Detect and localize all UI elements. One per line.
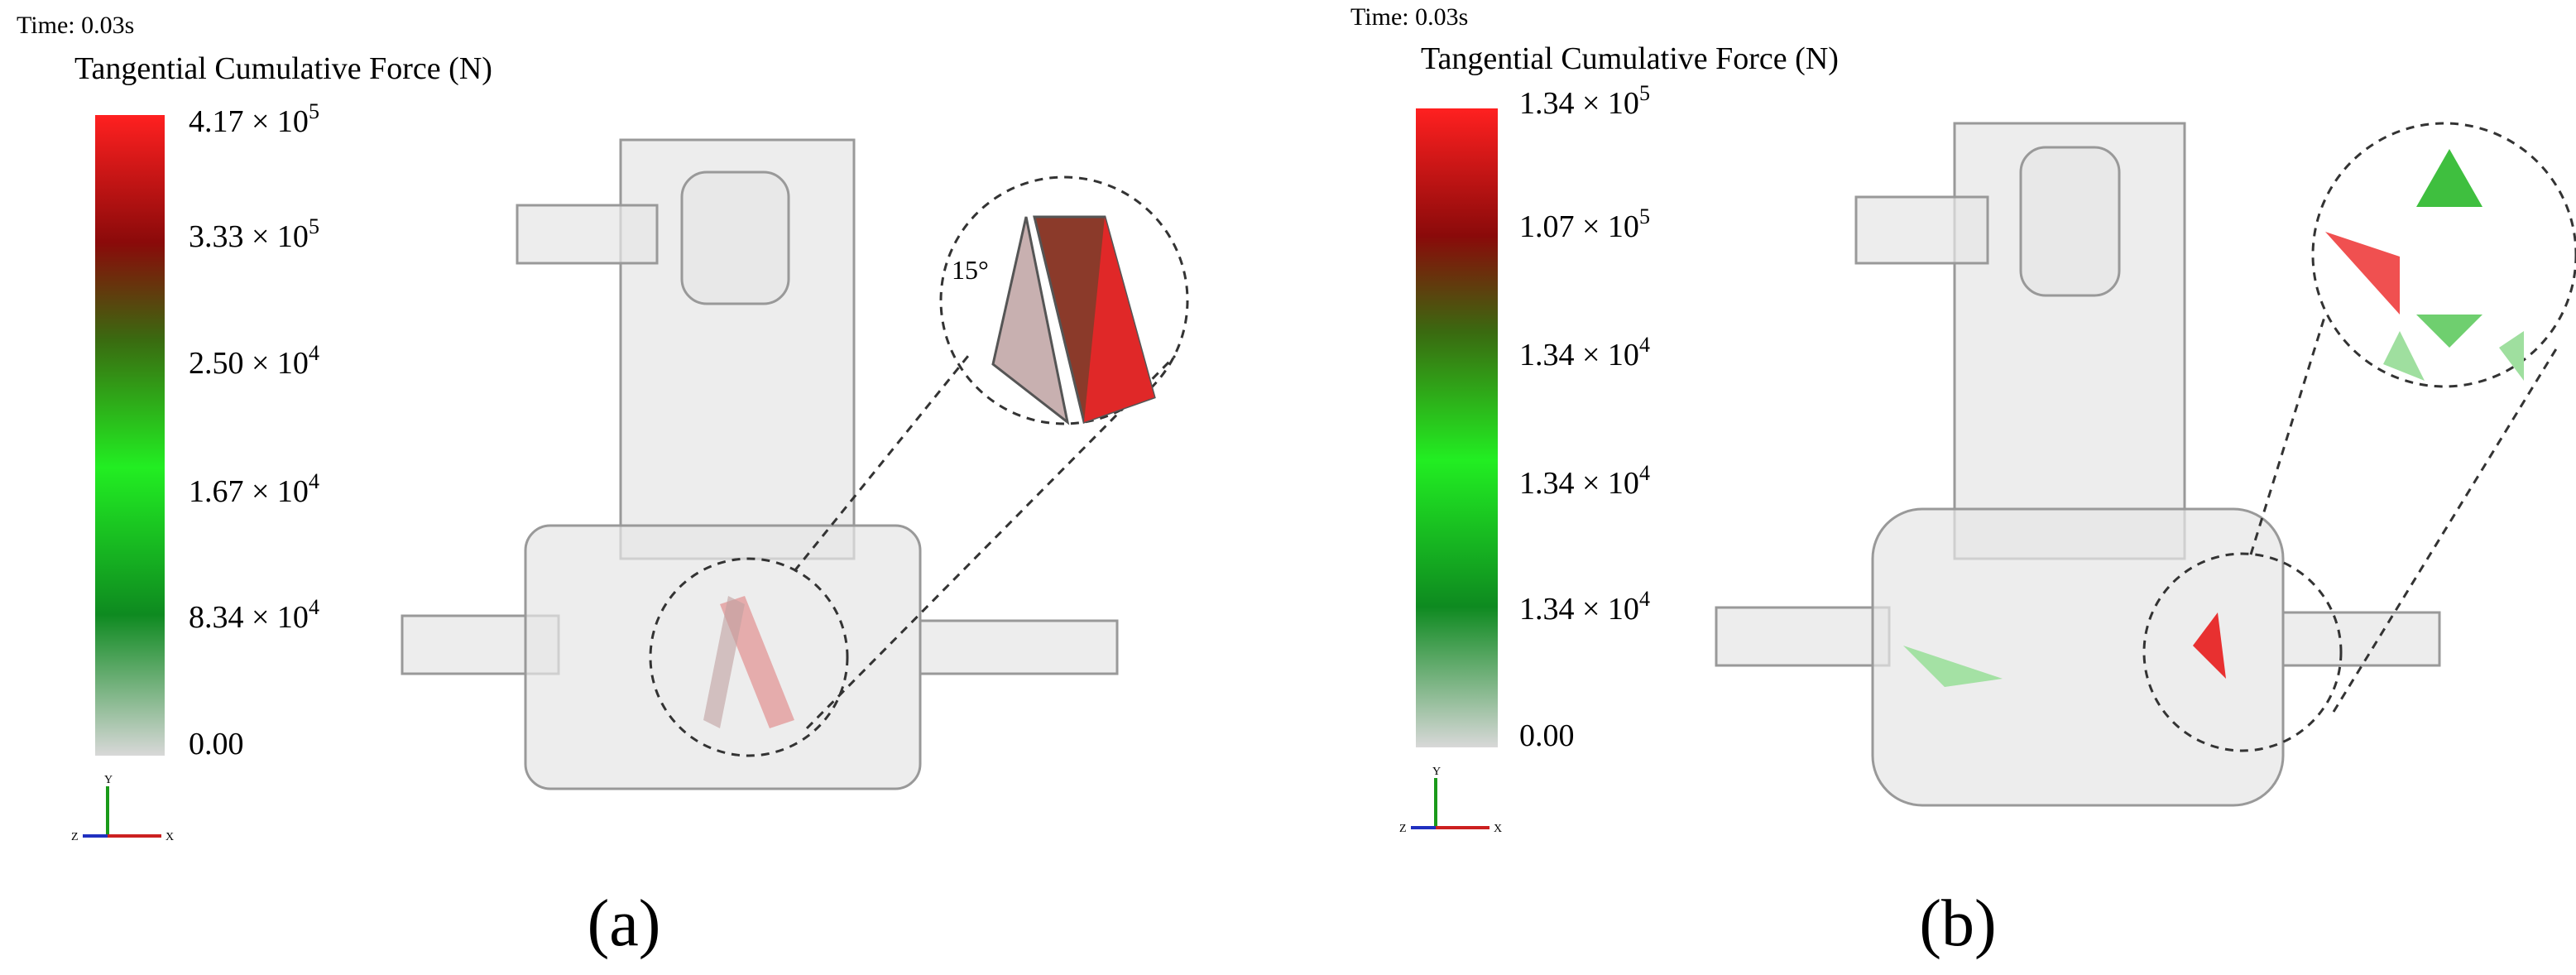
tick-base: 0.00 xyxy=(189,727,244,761)
colorbar-tick-label: 1.34 × 104 xyxy=(1519,461,1650,501)
tick-base: 1.34 × 10 xyxy=(1519,338,1639,372)
tick-base: 1.67 × 10 xyxy=(189,474,309,509)
colorbar-tick-label: 1.34 × 105 xyxy=(1519,81,1650,121)
tick-base: 1.07 × 10 xyxy=(1519,209,1639,244)
colorbar-tick-label: 2.50 × 104 xyxy=(189,341,319,381)
tick-exponent: 4 xyxy=(1639,333,1650,357)
time-label: Time: 0.03s xyxy=(1350,3,1468,31)
tick-base: 8.34 × 10 xyxy=(189,600,309,635)
panel-label: (a) xyxy=(588,887,661,960)
axis-label: Y xyxy=(1432,766,1441,778)
colorbar-tick-label: 1.67 × 104 xyxy=(189,469,319,509)
tick-base: 0.00 xyxy=(1519,718,1575,753)
colorbar-tick-label: 1.34 × 104 xyxy=(1519,587,1650,627)
tick-base: 3.33 × 10 xyxy=(189,219,309,254)
tick-base: 2.50 × 10 xyxy=(189,346,309,381)
colorbar-title: Tangential Cumulative Force (N) xyxy=(1421,41,1839,76)
colorbar-tick-label: 0.00 xyxy=(1519,718,1575,753)
tick-exponent: 4 xyxy=(309,469,319,493)
tick-base: 1.34 × 10 xyxy=(1519,466,1639,501)
tick-exponent: 5 xyxy=(1639,204,1650,228)
colorbar xyxy=(95,115,165,756)
model-b xyxy=(1715,122,2576,807)
tick-exponent: 5 xyxy=(1639,81,1650,105)
axis-label: Y xyxy=(104,774,113,786)
axis-label: Z xyxy=(1399,823,1407,835)
tick-base: 1.34 × 10 xyxy=(1519,86,1639,121)
tick-exponent: 5 xyxy=(309,99,319,123)
colorbar-title: Tangential Cumulative Force (N) xyxy=(74,51,492,86)
tick-base: 1.34 × 10 xyxy=(1519,592,1639,627)
time-label: Time: 0.03s xyxy=(17,12,134,39)
axis-label: X xyxy=(165,831,174,843)
angle-annotation: 15° xyxy=(952,255,989,285)
colorbar-tick-label: 1.07 × 105 xyxy=(1519,204,1650,244)
colorbar-tick-label: 3.33 × 105 xyxy=(189,214,319,254)
colorbar-tick-label: 0.00 xyxy=(189,727,244,761)
tick-exponent: 5 xyxy=(309,214,319,238)
tick-exponent: 4 xyxy=(1639,587,1650,611)
tick-exponent: 4 xyxy=(309,341,319,365)
panel-label: (b) xyxy=(1919,887,1996,960)
tick-exponent: 4 xyxy=(309,595,319,619)
axis-label: X xyxy=(1494,823,1502,835)
tick-exponent: 4 xyxy=(1639,461,1650,485)
model-a xyxy=(401,138,1189,790)
colorbar-tick-label: 4.17 × 105 xyxy=(189,99,319,139)
colorbar-tick-label: 8.34 × 104 xyxy=(189,595,319,635)
colorbar xyxy=(1416,108,1498,747)
tick-base: 4.17 × 10 xyxy=(189,104,309,139)
colorbar-tick-label: 1.34 × 104 xyxy=(1519,333,1650,372)
axis-label: Z xyxy=(71,831,79,843)
